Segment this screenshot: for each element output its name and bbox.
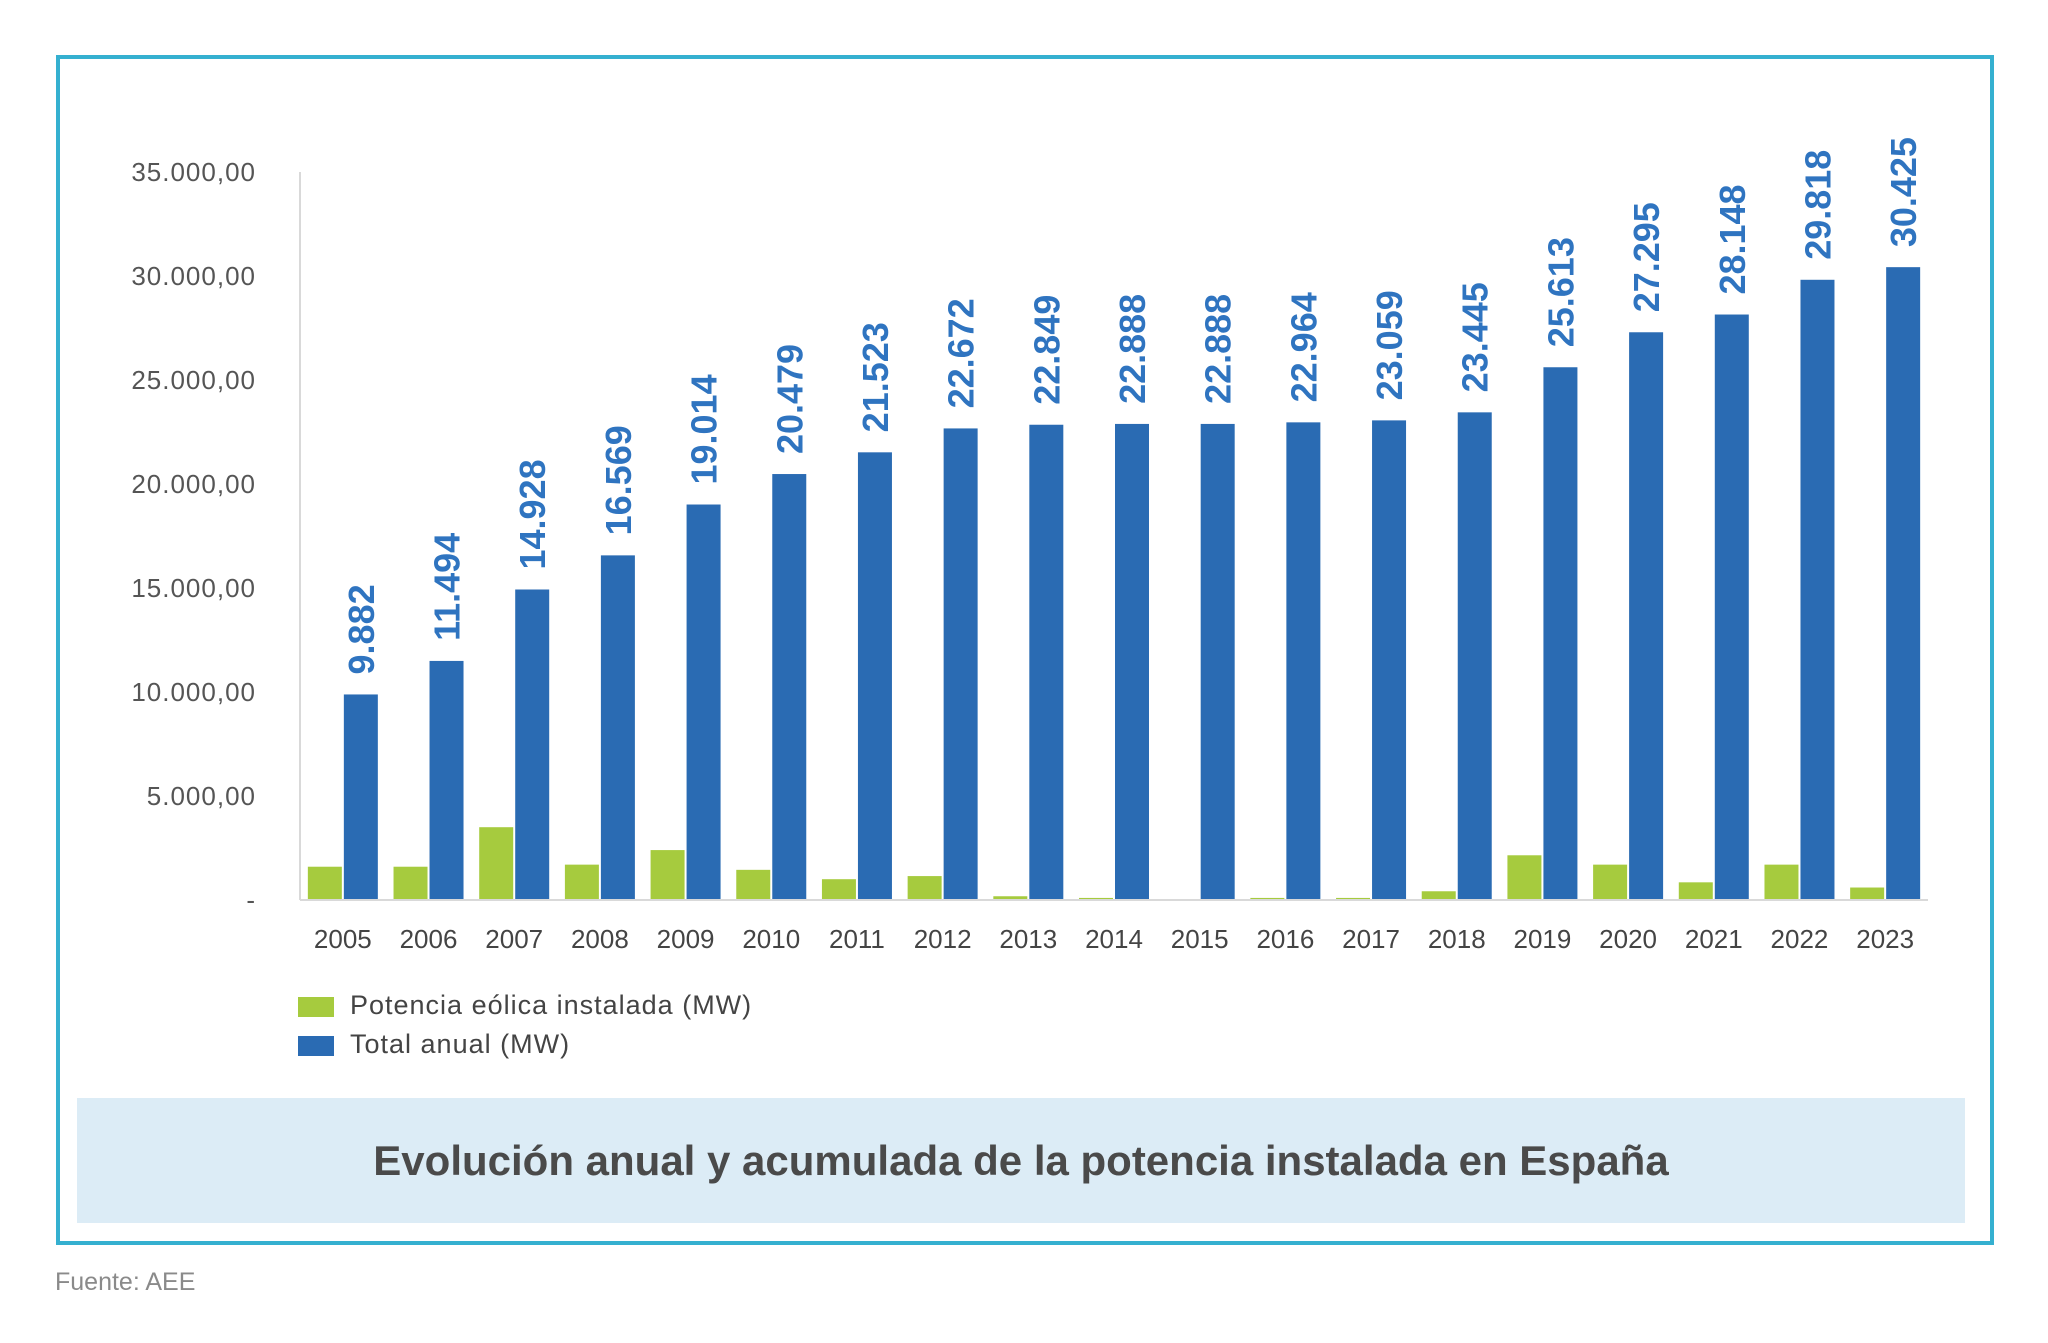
bar-potencia [1850,887,1885,900]
data-label: 9.882 [341,584,382,674]
y-tick-label: - [246,885,256,915]
data-label: 28.148 [1712,184,1753,294]
y-tick-label: 35.000,00 [131,157,256,187]
bar-potencia [1678,882,1713,900]
x-tick-label: 2018 [1428,924,1486,954]
y-tick-label: 10.000,00 [131,677,256,707]
x-tick-label: 2006 [400,924,458,954]
data-label: 20.479 [769,344,810,454]
data-label: 22.888 [1198,294,1239,404]
x-tick-label: 2008 [571,924,629,954]
source-note: Fuente: AEE [55,1268,196,1296]
data-label: 22.849 [1026,295,1067,405]
bar-total [1629,332,1664,900]
legend-swatch-total [298,1036,334,1056]
bar-potencia [1336,897,1371,900]
y-tick-label: 15.000,00 [131,573,256,603]
y-tick-label: 25.000,00 [131,365,256,395]
data-label: 27.295 [1626,202,1667,312]
x-tick-label: 2012 [914,924,972,954]
bar-potencia [993,896,1028,900]
bar-total [1457,412,1492,900]
x-axis: 2005 2006 2007 2008 2009 2010 2011 2012 2013 2014… [300,899,1928,954]
bar-total [1714,314,1749,900]
bar-potencia [1593,864,1628,900]
bar-total [1543,367,1578,900]
x-tick-label: 2007 [485,924,543,954]
bar-total [1800,279,1835,900]
x-tick-label: 2015 [1171,924,1229,954]
bar-total [343,694,378,900]
y-tick-label: 30.000,00 [131,261,256,291]
x-tick-label: 2009 [657,924,715,954]
bar-total [943,428,978,900]
legend: Potencia eólica instalada (MW) Total anu… [298,990,752,1059]
bar-potencia [479,827,514,900]
data-label: 11.494 [427,533,468,641]
bar-potencia [564,864,599,900]
bar-total [600,555,635,900]
bar-potencia [1764,864,1799,900]
bar-potencia [650,850,685,900]
legend-swatch-potencia [298,997,334,1017]
x-tick-label: 2016 [1256,924,1314,954]
bar-total [857,452,892,900]
data-label: 25.613 [1540,237,1581,347]
data-label: 14.928 [512,459,553,569]
title-band: Evolución anual y acumulada de la potenc… [77,1098,1965,1223]
y-axis: - 5.000,00 10.000,00 15.000,00 20.000,00 25.0… [131,157,301,915]
x-tick-label: 2005 [314,924,372,954]
chart-title: Evolución anual y acumulada de la potenc… [373,1136,1669,1184]
data-labels: 9.882 11.494 14.928 16.569 19.014 20.479 21.52… [341,137,1924,674]
data-label: 30.425 [1883,137,1924,247]
data-label: 16.569 [598,425,639,535]
data-label: 23.059 [1369,290,1410,400]
data-label: 22.888 [1112,294,1153,404]
x-tick-label: 2019 [1513,924,1571,954]
data-label: 22.964 [1283,292,1324,402]
bar-potencia [821,879,856,900]
data-label: 23.445 [1455,282,1496,392]
data-label: 19.014 [684,374,725,484]
x-tick-label: 2011 [829,924,885,954]
legend-label-potencia: Potencia eólica instalada (MW) [350,990,752,1020]
data-label: 21.523 [855,322,896,432]
bar-total [686,504,721,900]
bar-total [1372,420,1407,900]
bar-total [1286,422,1321,900]
bars [307,267,1921,900]
y-tick-label: 5.000,00 [147,781,256,811]
bar-potencia [907,876,942,900]
bar-total [515,589,550,900]
x-tick-label: 2023 [1856,924,1914,954]
bar-total [1115,423,1149,900]
bar-potencia [1507,855,1542,900]
y-tick-label: 20.000,00 [131,469,256,499]
x-tick-label: 2013 [999,924,1057,954]
data-label: 22.672 [941,298,982,408]
x-tick-label: 2020 [1599,924,1657,954]
bar-potencia [393,866,428,900]
bar-potencia [1079,897,1113,900]
x-tick-label: 2014 [1085,924,1143,954]
bar-potencia [1250,897,1285,900]
bar-total [1029,424,1064,900]
chart-frame [56,55,1994,1245]
data-label: 29.818 [1797,150,1838,260]
bar-total [1200,423,1235,900]
bar-potencia [1421,891,1456,900]
x-tick-label: 2022 [1771,924,1829,954]
bar-total [1886,267,1921,900]
bar-potencia [307,866,342,900]
x-tick-label: 2021 [1685,924,1743,954]
bar-total [772,474,807,900]
legend-label-total: Total anual (MW) [350,1029,570,1059]
bar-potencia [736,869,771,900]
x-tick-label: 2017 [1342,924,1400,954]
bar-total [429,660,464,900]
x-tick-label: 2010 [742,924,800,954]
